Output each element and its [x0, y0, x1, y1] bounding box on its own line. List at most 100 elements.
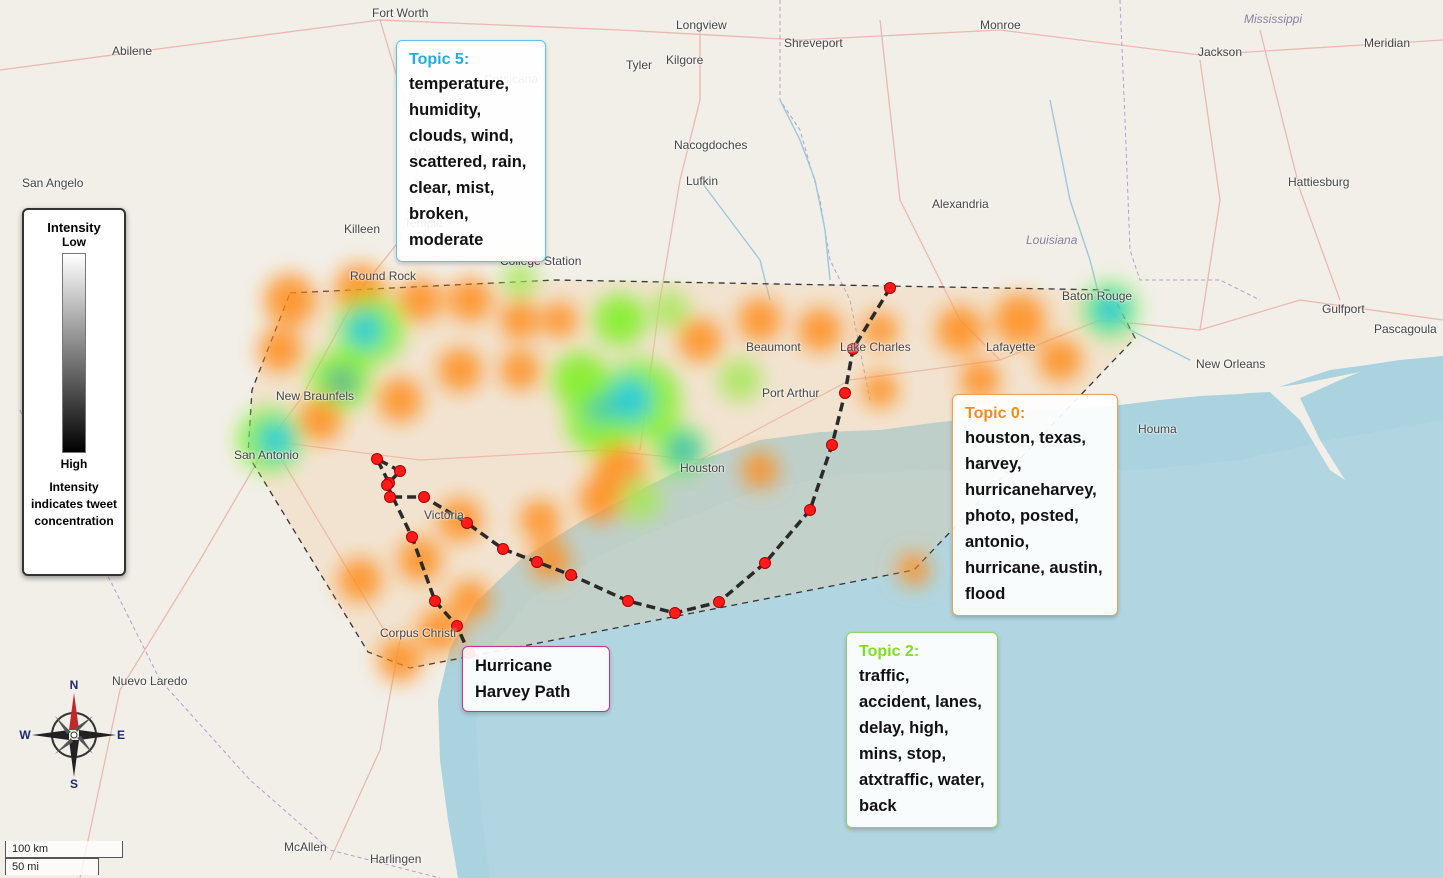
compass-rose-icon: N S W E [19, 678, 125, 791]
city-label: San Antonio [234, 448, 299, 462]
city-label: Hattiesburg [1288, 175, 1350, 189]
city-label: New Orleans [1196, 357, 1266, 371]
heat-blob [578, 478, 622, 522]
heat-blob [347, 312, 383, 348]
heat-blob [500, 350, 540, 390]
heat-blob [378, 378, 422, 422]
compass-s: S [70, 777, 78, 791]
harvey-track-point [461, 517, 473, 529]
heat-blob [378, 638, 422, 682]
city-label: Monroe [980, 18, 1021, 32]
topic-5-box: Topic 5: temperature, humidity, clouds, … [396, 40, 546, 262]
harvey-track-point [384, 491, 396, 503]
city-label: Round Rock [350, 269, 417, 283]
topic-0-title: Topic 0: [965, 405, 1026, 422]
city-label: Jackson [1198, 45, 1243, 59]
heat-blob [1092, 292, 1128, 328]
city-label: Alexandria [932, 197, 989, 211]
heat-blob [862, 372, 898, 408]
heat-blob [994, 294, 1046, 346]
scale-mi: 50 mi [5, 858, 99, 875]
heat-blob [398, 278, 442, 322]
heat-blob [618, 478, 662, 522]
city-label: Pascagoula [1374, 322, 1437, 336]
state-label: Louisiana [1026, 233, 1078, 247]
harvey-track-point [371, 453, 383, 465]
topic-0-box: Topic 0: houston, texas, harvey, hurrica… [952, 394, 1118, 616]
heat-blob [338, 558, 382, 602]
state-label: Mississippi [1244, 12, 1303, 26]
city-label: Lufkin [686, 174, 719, 188]
harvey-track-point [565, 569, 577, 581]
heat-blob [936, 306, 984, 354]
city-label: Corpus Christi [380, 626, 457, 640]
city-label: Port Arthur [762, 386, 820, 400]
city-label: San Angelo [22, 176, 84, 190]
heat-blob [264, 274, 316, 326]
compass-w: W [19, 728, 31, 742]
compass-n: N [70, 678, 79, 692]
harvey-track-point [451, 620, 463, 632]
tweet-heatmap [238, 262, 1138, 682]
heat-blob [542, 302, 578, 338]
legend-high-label: High [60, 457, 88, 471]
heat-blob [520, 500, 560, 540]
roads [0, 19, 1443, 878]
city-label: Nacogdoches [674, 138, 748, 152]
harvey-track-point [884, 282, 896, 294]
heat-blob [678, 318, 722, 362]
hurricane-path-label: Hurricane Harvey Path [475, 657, 571, 701]
heat-blob [398, 538, 442, 582]
city-label: Houston [680, 461, 725, 475]
harvey-track-point [804, 504, 816, 516]
harvey-track-point [622, 595, 634, 607]
heat-blob [450, 580, 490, 620]
harvey-track-point [759, 557, 771, 569]
harvey-track-point [429, 595, 441, 607]
city-label: Beaumont [746, 340, 801, 354]
topic-5-terms: temperature, humidity, clouds, wind, sca… [409, 75, 527, 249]
city-label: Longview [676, 18, 727, 32]
city-label: Fort Worth [372, 6, 429, 20]
heat-blob [718, 358, 762, 402]
city-label: Kilgore [666, 53, 704, 67]
harvey-track-point [713, 596, 725, 608]
heat-blob [650, 290, 690, 330]
heat-blob [418, 608, 462, 652]
city-label: McAllen [284, 840, 327, 854]
delta [1230, 372, 1360, 480]
heat-blob [594, 294, 646, 346]
rivers [699, 99, 1191, 361]
harvey-track-point [418, 491, 430, 503]
heat-blob [862, 312, 898, 348]
heat-blob [742, 452, 778, 488]
harvey-track-point [669, 607, 681, 619]
heat-blob [258, 328, 302, 372]
heat-blob [448, 278, 492, 322]
heat-blob [960, 360, 1000, 400]
heat-blob [898, 554, 930, 586]
legend-low-label: Low [62, 235, 86, 249]
city-label: New Braunfels [276, 389, 355, 403]
harvey-track-point [394, 465, 406, 477]
intensity-legend: Intensity Low High Intensity indicates t… [22, 208, 126, 576]
heat-blob [586, 396, 614, 424]
harvey-track-point [839, 387, 851, 399]
heat-blob [1038, 338, 1082, 382]
topic-5-title: Topic 5: [409, 51, 470, 68]
heat-blob [258, 422, 294, 458]
city-label: Victoria [424, 508, 464, 522]
heat-blob [798, 308, 842, 352]
city-label: Shreveport [784, 36, 843, 50]
topic-2-box: Topic 2: traffic, accident, lanes, delay… [846, 632, 998, 828]
heat-blob [438, 348, 482, 392]
legend-title: Intensity [47, 220, 101, 235]
harvey-track-point [497, 543, 509, 555]
city-label: Nuevo Laredo [112, 674, 188, 688]
topic-2-terms: traffic, accident, lanes, delay, high, m… [859, 667, 985, 815]
topic-2-title: Topic 2: [859, 643, 920, 660]
city-label: Abilene [112, 44, 153, 58]
city-label: Lake Charles [840, 340, 911, 354]
topic-0-terms: houston, texas, harvey, hurricaneharvey,… [965, 429, 1103, 603]
